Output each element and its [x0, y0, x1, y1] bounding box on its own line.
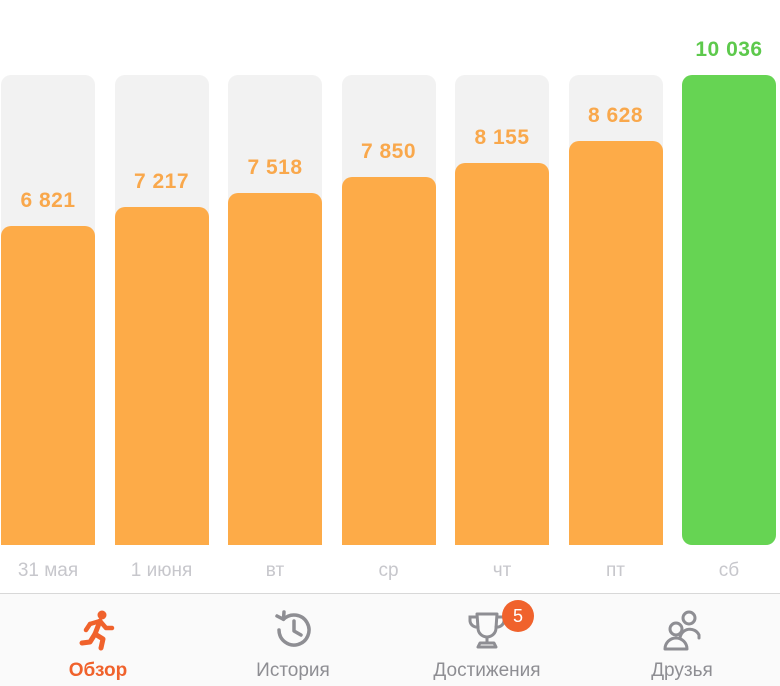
tab-history-label: История: [256, 660, 330, 681]
tab-history[interactable]: История: [203, 594, 383, 686]
bar: [228, 193, 322, 545]
friends-icon: [660, 608, 704, 652]
bar: [341, 177, 436, 545]
bar: [455, 163, 549, 545]
trophy-icon: [465, 608, 509, 652]
tab-overview[interactable]: Обзор: [8, 594, 188, 686]
bar-column[interactable]: 7 518: [228, 75, 322, 545]
bar-value-label: 8 155: [474, 126, 530, 149]
day-label: 31 мая: [17, 560, 79, 581]
bar-column[interactable]: 7 850: [341, 75, 436, 545]
bar-column[interactable]: 6 821: [1, 75, 95, 545]
day-label: пт: [606, 560, 625, 581]
tab-friends-label: Друзья: [651, 660, 713, 681]
day-label: вт: [265, 560, 285, 581]
tab-overview-label: Обзор: [68, 660, 128, 681]
bar-column[interactable]: 7 217: [114, 75, 209, 545]
day-label: 1 июня: [130, 560, 193, 581]
bar-value-label: 10 036: [695, 38, 763, 61]
bar: [1, 226, 95, 545]
tab-friends[interactable]: Друзья: [592, 594, 772, 686]
bar-value-label: 7 850: [360, 140, 417, 163]
bar-column[interactable]: 8 155: [455, 75, 549, 545]
tab-achievements[interactable]: 5 Достижения: [397, 594, 577, 686]
bar-value-label: 7 518: [247, 156, 303, 179]
bar-column[interactable]: 10 036: [682, 38, 776, 545]
steps-bar-chart: 6 821 31 мая 7 217 1 июня 7 518 вт 7 850 ср 8 15…: [1, 38, 776, 581]
bar: [114, 207, 209, 545]
bar-column[interactable]: 8 628: [568, 75, 663, 545]
bar-value-label: 8 628: [587, 104, 644, 127]
bar-value-label: 7 217: [133, 170, 190, 193]
tab-achievements-label: Достижения: [433, 660, 541, 681]
day-label: ср: [378, 560, 399, 581]
achievements-badge: 5: [502, 600, 534, 632]
history-clock-icon: [271, 608, 315, 652]
tab-bar: Обзор История: [0, 593, 780, 686]
bar: [682, 75, 776, 545]
day-label: сб: [718, 560, 740, 581]
bar-value-label: 6 821: [20, 189, 76, 212]
bar: [568, 141, 663, 545]
day-label: чт: [492, 560, 512, 581]
running-figure-icon: [76, 608, 120, 652]
